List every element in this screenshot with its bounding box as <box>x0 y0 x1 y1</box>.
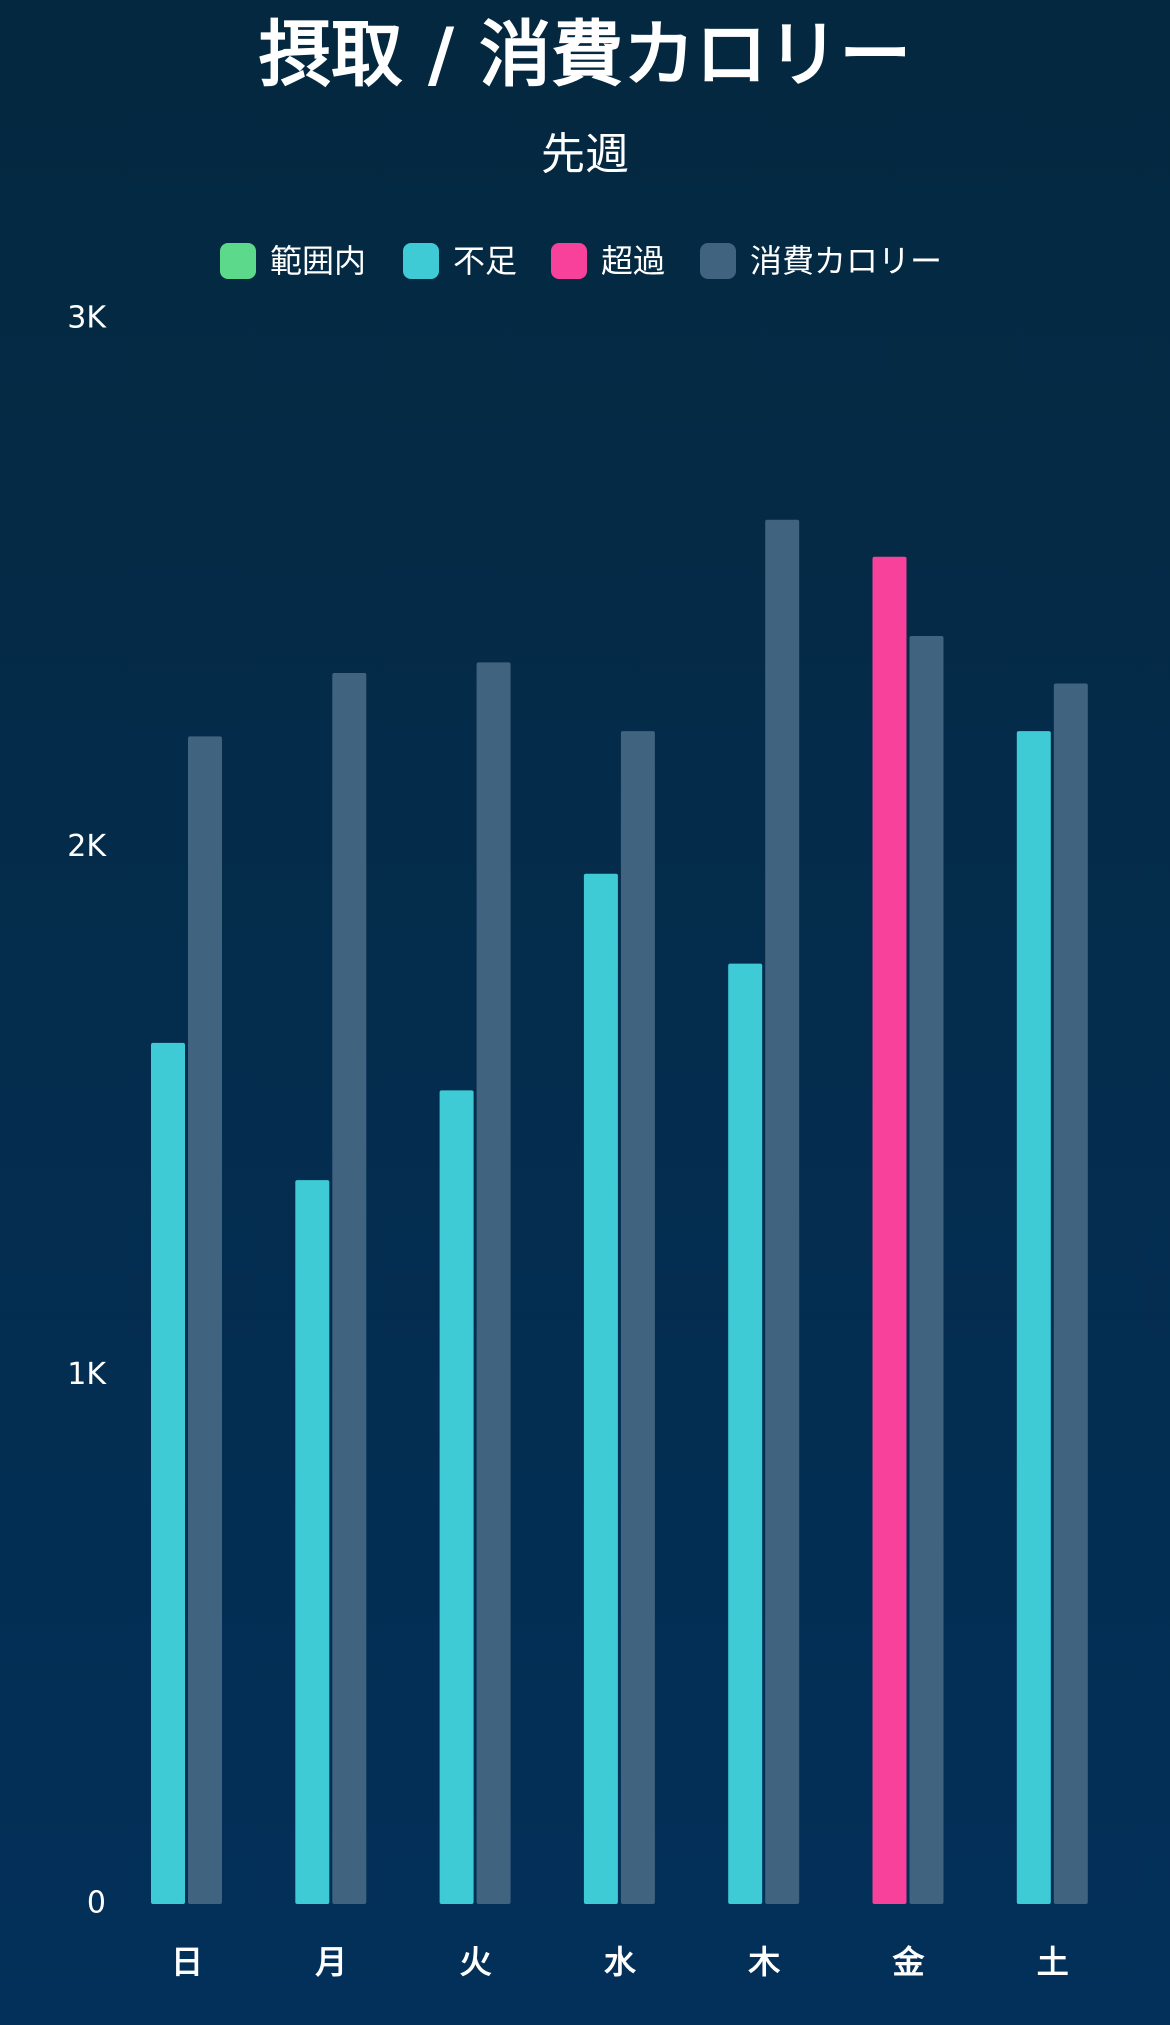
legend-label: 消費カロリー <box>750 242 942 280</box>
bar <box>765 519 800 1905</box>
chart-title: 摂取 / 消費カロリー <box>259 13 911 97</box>
x-tick-label: 火 <box>460 1943 492 1981</box>
legend-label: 超過 <box>601 242 665 280</box>
legend-label: 範囲内 <box>270 242 366 280</box>
legend-swatch <box>403 243 439 279</box>
y-tick-label: 2K <box>67 829 107 864</box>
legend-swatch <box>220 243 256 279</box>
bar <box>295 1180 330 1904</box>
bar <box>332 672 367 1904</box>
x-tick-label: 金 <box>891 1943 925 1981</box>
y-tick-label: 3K <box>67 301 107 336</box>
bar <box>1016 731 1051 1904</box>
x-tick-label: 水 <box>604 1943 637 1981</box>
legend-swatch <box>551 243 587 279</box>
y-tick-label: 0 <box>87 1886 106 1921</box>
bar <box>620 731 655 1904</box>
legend-swatch <box>700 243 736 279</box>
bar <box>909 636 944 1904</box>
x-tick-label: 土 <box>1037 1943 1069 1981</box>
legend-label: 不足 <box>453 242 517 280</box>
bar <box>476 662 511 1904</box>
y-tick-label: 1K <box>67 1357 107 1392</box>
bar <box>439 1090 474 1904</box>
bar <box>728 963 763 1904</box>
bar <box>872 556 907 1904</box>
bar <box>1053 683 1088 1904</box>
bar <box>151 1042 185 1904</box>
x-tick-label: 月 <box>315 1943 347 1981</box>
chart-subtitle: 先週 <box>541 129 629 180</box>
x-tick-label: 日 <box>171 1943 203 1981</box>
bar <box>583 873 618 1904</box>
bar <box>188 736 222 1905</box>
x-tick-label: 木 <box>747 1943 780 1981</box>
